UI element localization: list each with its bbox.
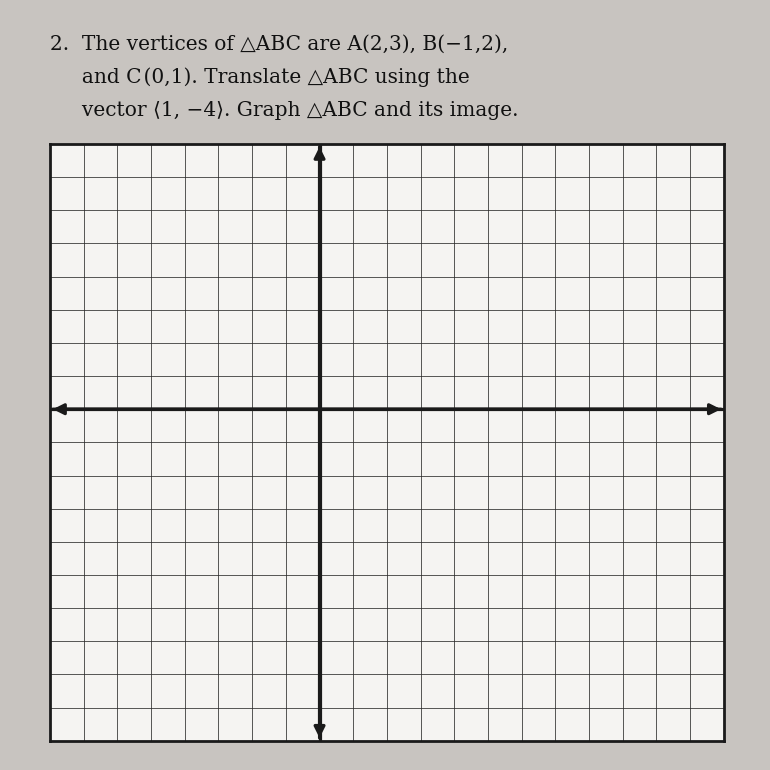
Text: 2.  The vertices of △ABC are A(2,3), B(−1,2),: 2. The vertices of △ABC are A(2,3), B(−1… <box>50 35 508 54</box>
Text: and C (0,1). Translate △ABC using the: and C (0,1). Translate △ABC using the <box>50 68 470 88</box>
Text: vector ⟨1, −4⟩. Graph △ABC and its image.: vector ⟨1, −4⟩. Graph △ABC and its image… <box>50 101 518 120</box>
